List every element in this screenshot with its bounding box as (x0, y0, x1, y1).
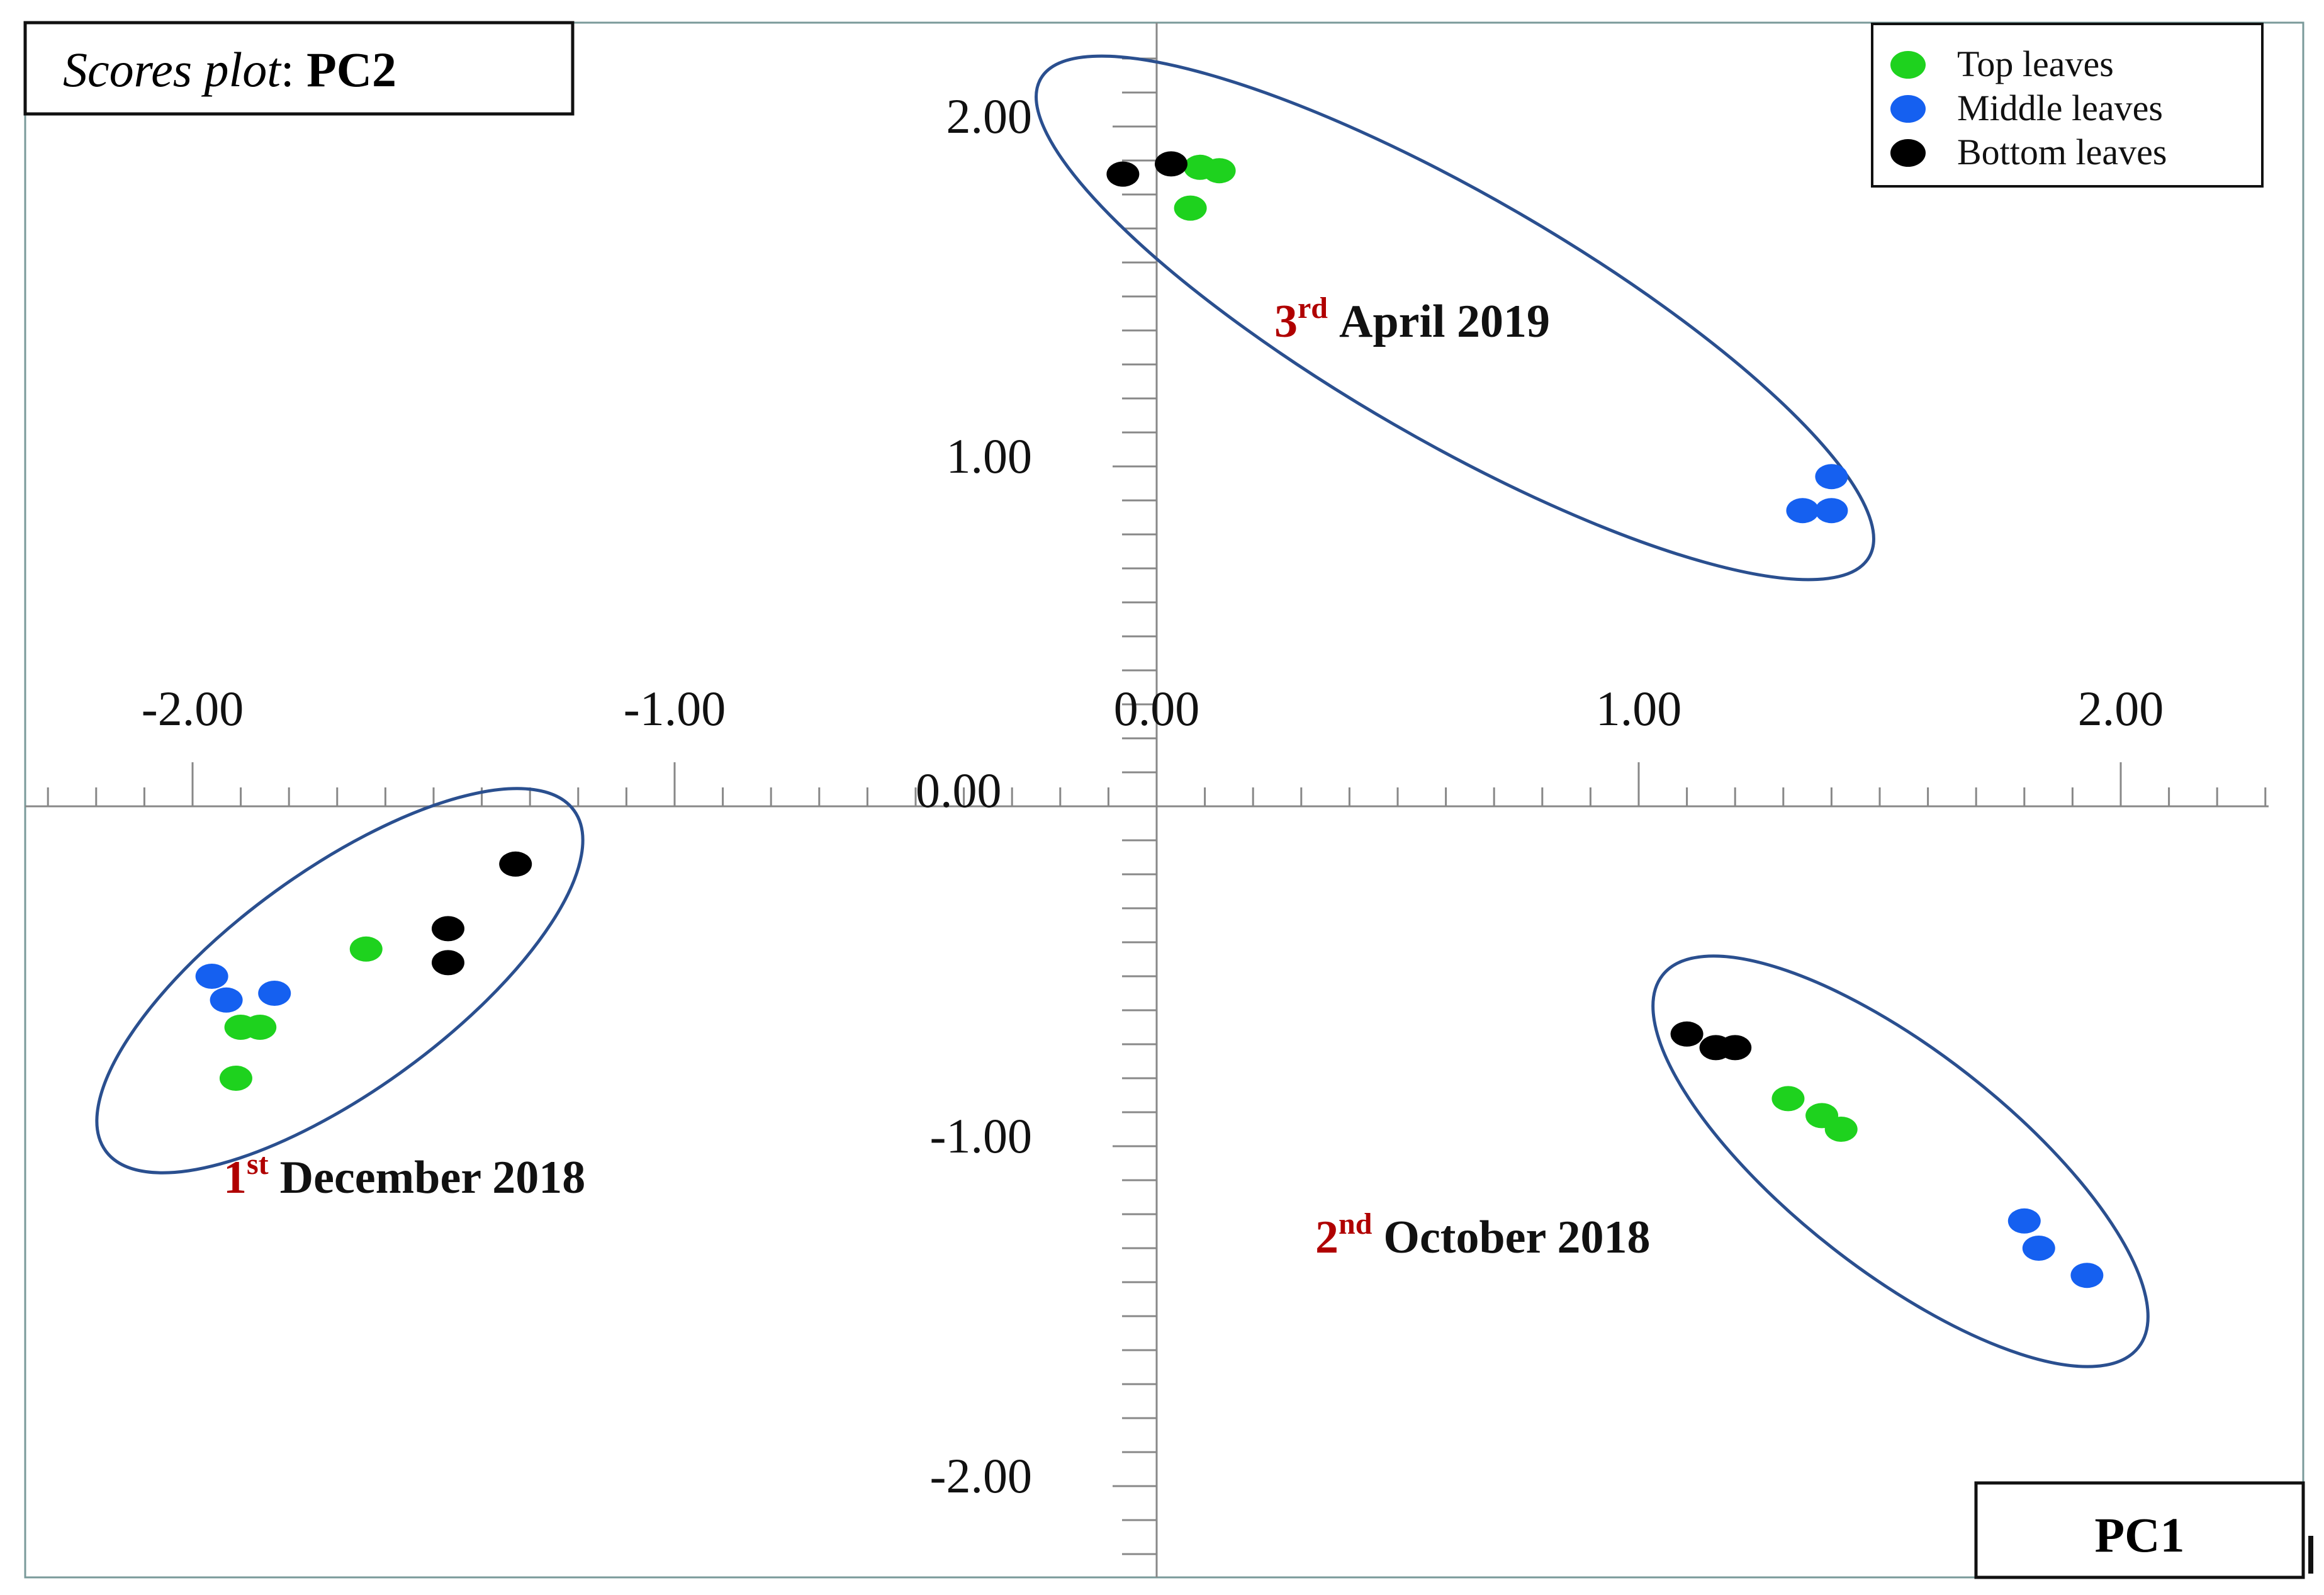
point-top-leaves (1771, 1086, 1805, 1112)
y-tick-labels: -2.00 -1.00 1.00 2.00 (930, 89, 1032, 1503)
title-box: Scores plot: PC2 (23, 21, 575, 116)
point-middle-leaves (195, 964, 228, 989)
point-bottom-leaves (431, 916, 464, 942)
origin-tick-label: 0.00 (916, 763, 1002, 818)
annotation-text: October 2018 (1383, 1212, 1650, 1263)
annotation-april-2019: 3rd April 2019 (1274, 291, 1550, 347)
annotation-ordinal: 3 (1274, 296, 1298, 347)
point-top-leaves (244, 1015, 277, 1040)
x-tick-label: -2.00 (142, 681, 244, 736)
point-middle-leaves (1786, 498, 1819, 524)
x-tick-label: 1.00 (1596, 681, 1682, 736)
annotation-ordinal: 1 (223, 1152, 247, 1203)
point-top-leaves (219, 1066, 252, 1091)
title-suffix: PC2 (306, 42, 396, 97)
point-middle-leaves (2070, 1263, 2104, 1288)
point-bottom-leaves (1719, 1035, 1752, 1061)
annotation-text: April 2019 (1339, 296, 1550, 347)
x-tick-labels: -2.00 -1.00 0.00 1.00 2.00 (142, 681, 2164, 736)
data-points (195, 151, 2104, 1288)
point-bottom-leaves (1670, 1021, 1704, 1047)
annotation-ordinal: 2 (1315, 1212, 1339, 1263)
legend-label-bottom-leaves: Bottom leaves (1957, 132, 2167, 172)
y-tick-label: -2.00 (930, 1448, 1032, 1503)
annotation-ordinal-suffix: st (247, 1147, 269, 1181)
y-tick-label: 1.00 (946, 429, 1033, 483)
axes (25, 23, 2269, 1577)
y-axis-ticks (1113, 57, 1157, 1555)
point-top-leaves (1174, 195, 1207, 221)
annotation-december-2018: 1st December 2018 (223, 1147, 585, 1203)
group-ellipses (95, 54, 2150, 1368)
y-tick-label: 2.00 (946, 89, 1033, 144)
point-top-leaves (349, 936, 383, 962)
point-middle-leaves (210, 987, 243, 1013)
legend-marker-bottom-leaves (1890, 139, 1926, 167)
x-tick-label: -1.00 (624, 681, 726, 736)
point-middle-leaves (1815, 498, 1848, 524)
point-bottom-leaves (1154, 151, 1187, 177)
ellipse-october-2018 (1651, 954, 2150, 1368)
x-tick-label: 2.00 (2078, 681, 2164, 736)
legend-marker-middle-leaves (1890, 95, 1926, 123)
point-top-leaves (1203, 158, 1236, 184)
legend-label-middle-leaves: Middle leaves (1957, 87, 2163, 128)
legend-label-top-leaves: Top leaves (1957, 43, 2114, 84)
x-axis-label: PC1 (2095, 1508, 2185, 1562)
annotation-ordinal-suffix: nd (1339, 1207, 1373, 1241)
annotation-ordinal-suffix: rd (1298, 291, 1328, 325)
point-middle-leaves (2007, 1208, 2041, 1234)
legend-box (1871, 23, 2264, 188)
point-middle-leaves (258, 981, 291, 1006)
point-bottom-leaves (499, 851, 532, 877)
ellipse-december-2018 (95, 787, 585, 1175)
legend-marker-top-leaves (1890, 51, 1926, 79)
y-tick-label: -1.00 (930, 1108, 1032, 1163)
point-middle-leaves (1815, 464, 1848, 490)
title-colon: : (281, 42, 306, 97)
ellipse-april-2019 (1035, 54, 1875, 582)
point-bottom-leaves (1106, 161, 1140, 187)
title-prefix: Scores plot (63, 42, 282, 97)
x-axis-ticks (47, 762, 2267, 806)
chart-title: Scores plot: PC2 (63, 42, 396, 97)
x-axis-label-box: PC1 (1974, 1481, 2313, 1579)
annotation-october-2018: 2nd October 2018 (1315, 1207, 1650, 1263)
plot-frame (24, 21, 2304, 1579)
point-top-leaves (1824, 1117, 1858, 1142)
point-middle-leaves (2022, 1236, 2055, 1261)
point-bottom-leaves (431, 950, 464, 976)
annotation-text: December 2018 (280, 1152, 586, 1203)
x-tick-label: 0.00 (1114, 681, 1200, 736)
